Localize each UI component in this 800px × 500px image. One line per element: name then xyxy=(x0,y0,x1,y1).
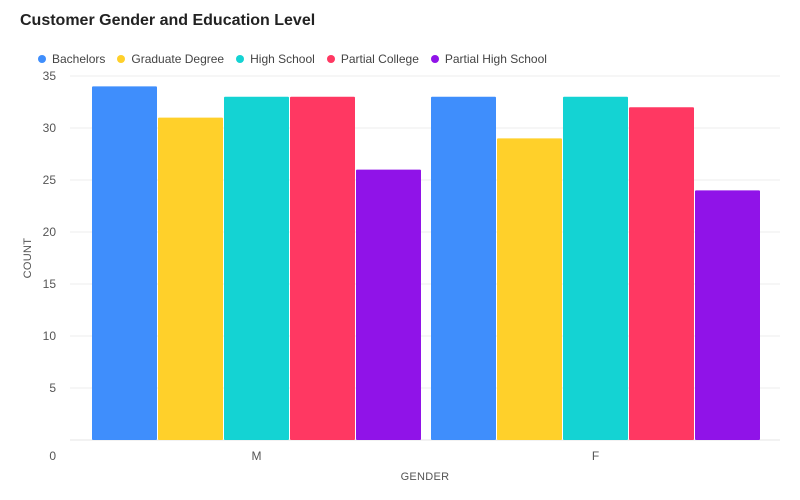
legend-item[interactable]: High School xyxy=(236,52,315,66)
legend-dot-icon xyxy=(38,55,46,63)
bar xyxy=(158,117,223,440)
legend-label: High School xyxy=(250,52,315,66)
bar xyxy=(356,169,421,440)
y-tick-label: 25 xyxy=(43,173,57,187)
y-tick-label: 30 xyxy=(43,121,57,135)
y-axis-title: COUNT xyxy=(22,238,34,279)
bar xyxy=(431,96,496,441)
x-tick-label: F xyxy=(592,449,599,463)
legend-dot-icon xyxy=(236,55,245,63)
x-axis-title: GENDER xyxy=(401,471,450,483)
chart-legend: Bachelors Graduate Degree High School Parti… xyxy=(38,52,559,66)
y-tick-label: 35 xyxy=(43,69,57,83)
y-tick-label: 0 xyxy=(49,449,56,463)
x-tick-label: M xyxy=(252,449,262,463)
legend-item[interactable]: Graduate Degree xyxy=(117,52,224,66)
y-tick-label: 20 xyxy=(43,225,57,239)
legend-label: Graduate Degree xyxy=(131,52,225,66)
legend-item[interactable]: Partial College xyxy=(326,52,419,66)
y-tick-label: 5 xyxy=(49,381,56,395)
legend-item[interactable]: Bachelors xyxy=(38,52,105,66)
legend-label: Partial High School xyxy=(444,52,547,66)
bar xyxy=(92,86,157,441)
bar xyxy=(563,96,628,441)
legend-dot-icon xyxy=(326,55,335,63)
legend-item[interactable]: Partial High School xyxy=(430,52,547,66)
y-tick-label: 15 xyxy=(43,277,57,291)
y-tick-label: 10 xyxy=(43,329,57,343)
chart-title: Customer Gender and Education Level xyxy=(20,12,316,29)
bar xyxy=(695,190,760,440)
bar xyxy=(290,96,355,441)
legend-label: Bachelors xyxy=(52,52,106,66)
bar xyxy=(224,96,289,441)
bar xyxy=(629,107,694,440)
bar xyxy=(497,138,562,440)
legend-dot-icon xyxy=(117,55,126,63)
legend-label: Partial College xyxy=(340,52,419,66)
legend-dot-icon xyxy=(430,55,439,63)
